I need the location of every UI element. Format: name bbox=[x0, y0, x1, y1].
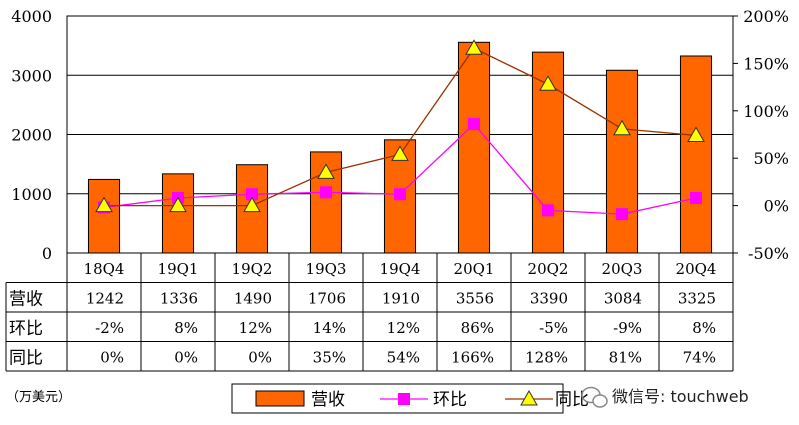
point-同比-20Q3 bbox=[613, 119, 631, 136]
legend-marker-环比 bbox=[398, 393, 410, 405]
left-tick-label: 1000 bbox=[11, 185, 52, 204]
unit-label: （万美元） bbox=[6, 390, 71, 405]
point-同比-19Q1 bbox=[169, 196, 187, 213]
row-header-同比: 同比 bbox=[9, 349, 43, 369]
data-label-环比-20Q3: -9% bbox=[613, 319, 642, 337]
row-header-环比: 环比 bbox=[9, 319, 43, 339]
right-tick-label: 0% bbox=[764, 197, 789, 216]
legend-label-营收: 营收 bbox=[311, 390, 345, 410]
category-label-18Q4: 18Q4 bbox=[84, 260, 125, 278]
plot-area bbox=[66, 15, 734, 254]
category-label-19Q3: 19Q3 bbox=[306, 260, 347, 278]
point-环比-19Q4 bbox=[394, 188, 406, 201]
category-label-20Q2: 20Q2 bbox=[528, 260, 569, 278]
data-label-环比-19Q2: 12% bbox=[239, 319, 272, 337]
data-label-环比-20Q1: 86% bbox=[461, 319, 494, 337]
legend-swatch-营收 bbox=[255, 390, 305, 407]
category-label-20Q4: 20Q4 bbox=[676, 260, 717, 278]
right-tick-label: -50% bbox=[748, 244, 789, 263]
data-label-营收-20Q4: 3325 bbox=[678, 290, 716, 308]
bar-20Q3 bbox=[605, 69, 639, 254]
data-label-营收-19Q4: 1910 bbox=[382, 290, 420, 308]
left-tick-label: 2000 bbox=[11, 126, 52, 145]
data-label-同比-19Q3: 35% bbox=[313, 349, 346, 367]
category-label-19Q2: 19Q2 bbox=[232, 260, 273, 278]
point-同比-20Q1 bbox=[465, 39, 483, 55]
data-label-营收-19Q2: 1490 bbox=[234, 290, 272, 308]
point-环比-20Q2 bbox=[542, 204, 554, 217]
data-label-同比-20Q4: 74% bbox=[683, 349, 716, 367]
left-tick-label: 0 bbox=[42, 244, 52, 263]
left-tick-label: 3000 bbox=[11, 66, 52, 85]
data-label-环比-19Q4: 12% bbox=[387, 319, 420, 337]
legend-label-环比: 环比 bbox=[433, 390, 467, 410]
data-label-同比-20Q2: 128% bbox=[525, 349, 568, 367]
data-label-营收-18Q4: 1242 bbox=[86, 290, 124, 308]
right-tick-label: 150% bbox=[743, 54, 789, 73]
point-同比-18Q4 bbox=[95, 196, 113, 213]
data-label-同比-19Q4: 54% bbox=[387, 349, 420, 367]
point-同比-20Q2 bbox=[539, 75, 557, 91]
data-label-营收-19Q1: 1336 bbox=[160, 290, 198, 308]
point-环比-20Q1 bbox=[468, 118, 480, 131]
category-label-20Q1: 20Q1 bbox=[454, 260, 495, 278]
point-环比-19Q3 bbox=[320, 186, 332, 199]
data-label-营收-20Q2: 3390 bbox=[530, 290, 568, 308]
row-header-营收: 营收 bbox=[9, 290, 43, 310]
bar-20Q4 bbox=[679, 55, 713, 254]
left-tick-label: 4000 bbox=[11, 7, 52, 26]
point-同比-19Q3 bbox=[317, 163, 335, 179]
legend-label-同比: 同比 bbox=[555, 390, 589, 410]
legend: 营收 环比 同比 bbox=[231, 383, 589, 414]
point-同比-19Q4 bbox=[391, 145, 409, 161]
data-label-同比-18Q4: 0% bbox=[100, 349, 124, 367]
data-label-环比-20Q4: 8% bbox=[692, 319, 716, 337]
data-label-同比-20Q3: 81% bbox=[609, 349, 642, 367]
right-tick-label: 200% bbox=[743, 7, 789, 26]
category-label-20Q3: 20Q3 bbox=[602, 260, 643, 278]
bar-20Q1 bbox=[457, 41, 491, 254]
category-label-19Q1: 19Q1 bbox=[158, 260, 199, 278]
data-label-环比-19Q1: 8% bbox=[174, 319, 198, 337]
data-label-营收-20Q1: 3556 bbox=[456, 290, 494, 308]
data-label-环比-20Q2: -5% bbox=[539, 319, 568, 337]
watermark-text: 微信号: touchweb bbox=[612, 387, 749, 406]
point-环比-20Q3 bbox=[616, 208, 628, 221]
plot-frame bbox=[66, 15, 734, 254]
data-label-同比-20Q1: 166% bbox=[451, 349, 494, 367]
bar-18Q4 bbox=[87, 178, 121, 254]
data-label-营收-20Q3: 3084 bbox=[604, 290, 642, 308]
legend-marker-同比 bbox=[520, 389, 538, 406]
wechat-icon bbox=[581, 386, 608, 408]
right-tick-label: 50% bbox=[753, 149, 789, 168]
point-同比-20Q4 bbox=[687, 126, 705, 142]
point-同比-19Q2 bbox=[243, 196, 261, 213]
data-label-同比-19Q2: 0% bbox=[248, 349, 272, 367]
left-axis: 0 1000 2000 3000 4000 bbox=[11, 7, 52, 263]
data-table: 18Q4 19Q1 19Q2 19Q3 19Q4 20Q1 20Q2 20Q3 20Q4 营收 12… bbox=[5, 253, 734, 372]
point-环比-19Q2 bbox=[246, 188, 258, 201]
watermark: 微信号: touchweb bbox=[581, 386, 749, 408]
category-label-19Q4: 19Q4 bbox=[380, 260, 421, 278]
data-label-同比-19Q1: 0% bbox=[174, 349, 198, 367]
data-label-环比-19Q3: 14% bbox=[313, 319, 346, 337]
bar-19Q1 bbox=[161, 173, 195, 254]
right-tick-label: 100% bbox=[743, 102, 789, 121]
data-label-环比-18Q4: -2% bbox=[95, 319, 124, 337]
data-label-营收-19Q3: 1706 bbox=[308, 290, 346, 308]
right-axis: -50% 0% 50% 100% 150% 200% bbox=[733, 7, 789, 263]
lines bbox=[95, 39, 705, 221]
point-环比-20Q4 bbox=[690, 192, 702, 205]
